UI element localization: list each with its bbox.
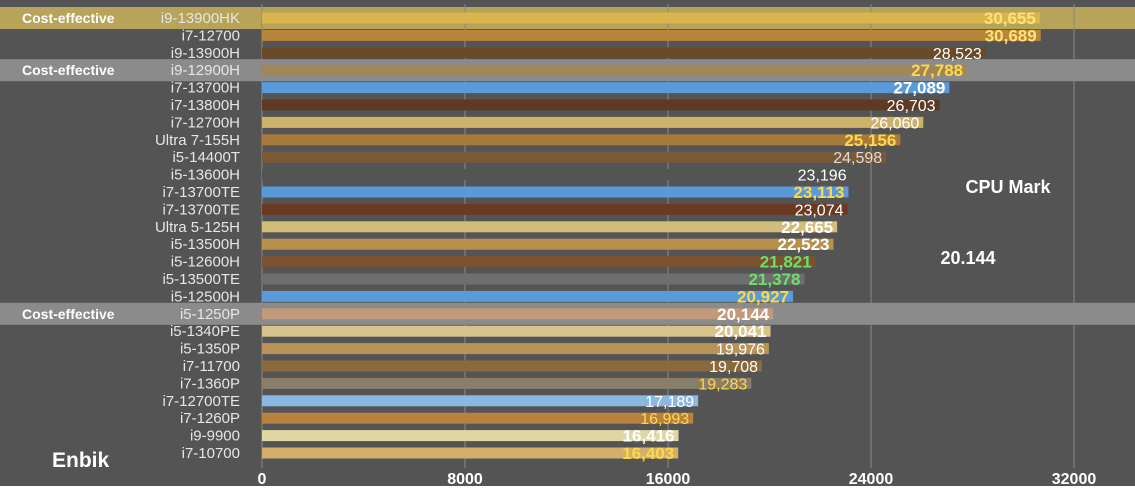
x-tick-label: 24000 bbox=[849, 471, 894, 486]
category-label: i7-11700 bbox=[183, 358, 240, 375]
value-label: 27,788 bbox=[911, 61, 963, 80]
bar bbox=[262, 395, 698, 406]
value-label: 19,283 bbox=[698, 376, 747, 393]
brand-logo: Enbik bbox=[52, 449, 109, 472]
bar bbox=[262, 82, 949, 93]
value-label: 25,156 bbox=[844, 131, 896, 150]
category-label: i7-1360P bbox=[180, 375, 240, 392]
category-label: Ultra 7-155H bbox=[155, 132, 240, 149]
value-label: 19,976 bbox=[716, 342, 765, 359]
value-label: 21,378 bbox=[748, 270, 800, 289]
category-label: i5-13600H bbox=[171, 167, 240, 184]
value-label: 16,416 bbox=[623, 427, 675, 446]
value-label: 22,523 bbox=[778, 235, 830, 254]
category-label: i7-10700 bbox=[182, 445, 240, 462]
value-label: 27,089 bbox=[893, 79, 945, 98]
category-label: i5-1250P bbox=[180, 306, 240, 323]
bar bbox=[262, 448, 678, 459]
value-label: 16,403 bbox=[622, 444, 674, 463]
category-label: i7-12700H bbox=[171, 114, 240, 131]
category-label: i5-12600H bbox=[171, 254, 240, 271]
bar bbox=[262, 239, 834, 250]
value-label: 17,189 bbox=[645, 394, 694, 411]
bar bbox=[262, 430, 679, 441]
bar bbox=[262, 378, 751, 389]
bar bbox=[262, 256, 816, 267]
bar bbox=[262, 187, 848, 198]
category-label: i5-13500H bbox=[171, 236, 240, 253]
bar bbox=[262, 291, 793, 302]
chart-title: CPU Mark bbox=[965, 177, 1051, 197]
bar bbox=[262, 204, 848, 215]
value-label: 21,821 bbox=[760, 253, 812, 272]
category-label: i7-13700TE bbox=[162, 201, 240, 218]
value-label: 20,041 bbox=[715, 322, 767, 341]
category-label: i5-14400T bbox=[172, 149, 240, 166]
cost-effective-tag: Cost-effective bbox=[22, 10, 115, 26]
category-label: i5-13500TE bbox=[162, 271, 240, 288]
bar bbox=[262, 47, 986, 58]
category-label: i9-9900 bbox=[190, 428, 240, 445]
category-label: i7-13800H bbox=[171, 97, 240, 114]
bar bbox=[262, 274, 804, 285]
x-tick-label: 16000 bbox=[646, 471, 691, 486]
bar bbox=[262, 65, 967, 76]
bar bbox=[262, 117, 923, 128]
category-label: i5-1340PE bbox=[170, 323, 240, 340]
bar bbox=[262, 152, 886, 163]
bar bbox=[262, 413, 693, 424]
bar bbox=[262, 343, 769, 354]
value-label: 20,144 bbox=[717, 305, 770, 324]
value-label: 30,655 bbox=[984, 9, 1036, 28]
value-label: 23,113 bbox=[793, 183, 844, 202]
value-label: 22,665 bbox=[781, 218, 833, 237]
category-label: Ultra 5-125H bbox=[155, 219, 240, 236]
x-tick-label: 32000 bbox=[1052, 471, 1097, 486]
value-label: 19,708 bbox=[709, 359, 758, 376]
bar bbox=[262, 13, 1040, 24]
bar bbox=[262, 134, 900, 145]
bar bbox=[262, 308, 773, 319]
value-label: 30,689 bbox=[985, 26, 1037, 45]
bar bbox=[262, 169, 851, 180]
bar bbox=[262, 221, 837, 232]
category-label: i5-12500H bbox=[171, 288, 240, 305]
bar bbox=[262, 30, 1041, 41]
category-label: i7-12700TE bbox=[162, 393, 240, 410]
category-label: i9-12900H bbox=[171, 62, 240, 79]
highlight-annotation: 20.144 bbox=[940, 248, 995, 268]
bar bbox=[262, 100, 940, 111]
category-label: i5-1350P bbox=[180, 341, 240, 358]
cost-effective-tag: Cost-effective bbox=[22, 306, 115, 322]
cost-effective-tag: Cost-effective bbox=[22, 62, 115, 78]
value-label: 26,703 bbox=[887, 98, 936, 115]
category-label: i9-13900HK bbox=[161, 10, 240, 27]
category-label: i7-1260P bbox=[180, 410, 240, 427]
category-label: i7-13700H bbox=[171, 80, 240, 97]
bar bbox=[262, 326, 771, 337]
category-label: i9-13900H bbox=[171, 45, 240, 62]
category-label: i7-13700TE bbox=[162, 184, 240, 201]
x-tick-label: 0 bbox=[258, 471, 267, 486]
value-label: 20,927 bbox=[737, 287, 789, 306]
category-label: i7-12700 bbox=[182, 27, 240, 44]
bar bbox=[262, 361, 762, 372]
value-label: 24,598 bbox=[833, 150, 882, 167]
x-tick-label: 8000 bbox=[447, 471, 483, 486]
